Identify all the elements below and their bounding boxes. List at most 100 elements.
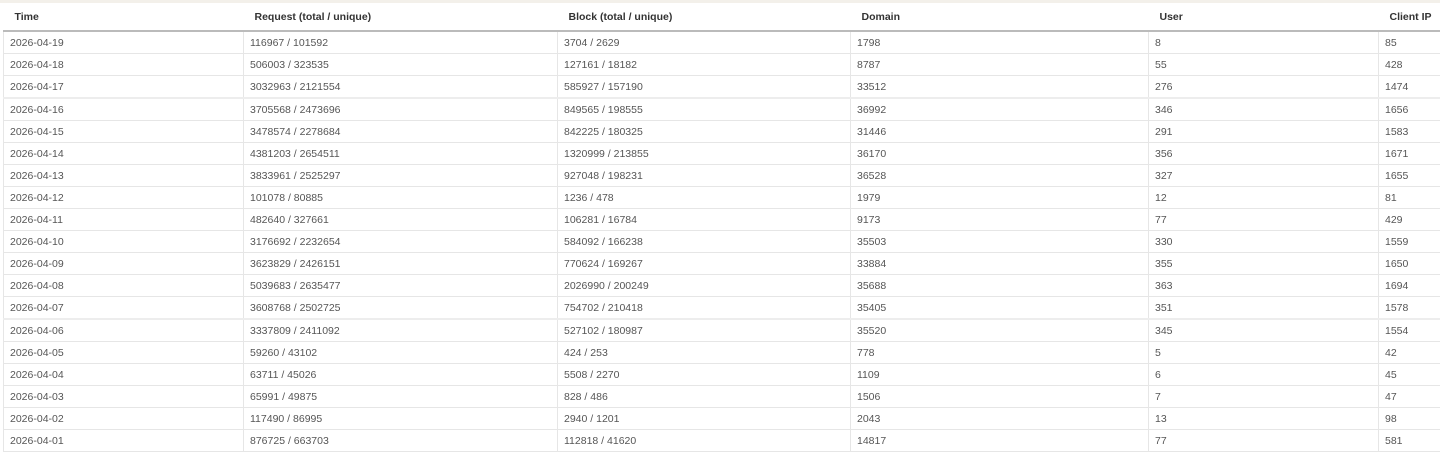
table-row: 2026-04-05 59260 / 43102 424 / 253 778 5 42	[3, 341, 1440, 364]
cell-request: 59260 / 43102	[243, 341, 558, 364]
cell-time: 2026-04-16	[3, 98, 244, 121]
cell-domain: 35503	[850, 230, 1149, 253]
cell-block: 849565 / 198555	[557, 98, 851, 121]
column-header-user[interactable]: User	[1148, 3, 1379, 32]
cell-user: 5	[1148, 341, 1379, 364]
cell-request: 117490 / 86995	[243, 407, 558, 430]
column-header-client-ip[interactable]: Client IP	[1378, 3, 1440, 32]
cell-request: 63711 / 45026	[243, 363, 558, 386]
cell-time: 2026-04-03	[3, 385, 244, 408]
cell-block: 927048 / 198231	[557, 164, 851, 187]
cell-domain: 9173	[850, 208, 1149, 231]
cell-time: 2026-04-06	[3, 319, 244, 342]
table-row: 2026-04-17 3032963 / 2121554 585927 / 1571…	[3, 75, 1440, 99]
cell-domain: 36170	[850, 142, 1149, 165]
table-row: 2026-04-18 506003 / 323535 127161 / 18182 8…	[3, 53, 1440, 76]
cell-domain: 35688	[850, 274, 1149, 297]
cell-request: 3623829 / 2426151	[243, 252, 558, 275]
cell-block: 5508 / 2270	[557, 363, 851, 386]
column-header-domain[interactable]: Domain	[850, 3, 1149, 32]
cell-domain: 1979	[850, 186, 1149, 209]
cell-client-ip: 1694	[1378, 274, 1440, 297]
cell-block: 2940 / 1201	[557, 407, 851, 430]
cell-request: 506003 / 323535	[243, 53, 558, 76]
cell-domain: 14817	[850, 429, 1149, 452]
cell-domain: 35520	[850, 319, 1149, 342]
cell-time: 2026-04-01	[3, 429, 244, 452]
cell-block: 1320999 / 213855	[557, 142, 851, 165]
top-band	[0, 0, 1440, 3]
table-row: 2026-04-19 116967 / 101592 3704 / 2629 1798…	[3, 31, 1440, 54]
cell-time: 2026-04-15	[3, 120, 244, 143]
cell-user: 8	[1148, 31, 1379, 54]
cell-request: 3705568 / 2473696	[243, 98, 558, 121]
cell-time: 2026-04-14	[3, 142, 244, 165]
table-row: 2026-04-02 117490 / 86995 2940 / 1201 2043 1…	[3, 407, 1440, 430]
cell-time: 2026-04-04	[3, 363, 244, 386]
cell-domain: 1109	[850, 363, 1149, 386]
cell-user: 276	[1148, 75, 1379, 99]
cell-request: 116967 / 101592	[243, 31, 558, 54]
cell-request: 3833961 / 2525297	[243, 164, 558, 187]
table-row: 2026-04-06 3337809 / 2411092 527102 / 1809…	[3, 319, 1440, 342]
column-header-request[interactable]: Request (total / unique)	[243, 3, 558, 32]
cell-block: 754702 / 210418	[557, 296, 851, 320]
cell-client-ip: 47	[1378, 385, 1440, 408]
cell-domain: 31446	[850, 120, 1149, 143]
cell-client-ip: 428	[1378, 53, 1440, 76]
cell-block: 2026990 / 200249	[557, 274, 851, 297]
cell-client-ip: 85	[1378, 31, 1440, 54]
cell-user: 346	[1148, 98, 1379, 121]
cell-request: 101078 / 80885	[243, 186, 558, 209]
cell-client-ip: 1583	[1378, 120, 1440, 143]
cell-client-ip: 42	[1378, 341, 1440, 364]
table-body: 2026-04-19 116967 / 101592 3704 / 2629 1798…	[3, 31, 1440, 452]
cell-user: 330	[1148, 230, 1379, 253]
cell-time: 2026-04-07	[3, 296, 244, 320]
cell-user: 77	[1148, 429, 1379, 452]
cell-user: 356	[1148, 142, 1379, 165]
cell-request: 3608768 / 2502725	[243, 296, 558, 320]
cell-time: 2026-04-05	[3, 341, 244, 364]
cell-request: 3337809 / 2411092	[243, 319, 558, 342]
column-header-block[interactable]: Block (total / unique)	[557, 3, 851, 32]
cell-client-ip: 581	[1378, 429, 1440, 452]
cell-user: 351	[1148, 296, 1379, 320]
cell-domain: 33512	[850, 75, 1149, 99]
cell-request: 4381203 / 2654511	[243, 142, 558, 165]
cell-block: 584092 / 166238	[557, 230, 851, 253]
cell-client-ip: 81	[1378, 186, 1440, 209]
cell-block: 770624 / 169267	[557, 252, 851, 275]
cell-user: 345	[1148, 319, 1379, 342]
table-row: 2026-04-08 5039683 / 2635477 2026990 / 200…	[3, 274, 1440, 297]
cell-domain: 1506	[850, 385, 1149, 408]
cell-time: 2026-04-12	[3, 186, 244, 209]
cell-user: 6	[1148, 363, 1379, 386]
cell-domain: 36528	[850, 164, 1149, 187]
cell-request: 65991 / 49875	[243, 385, 558, 408]
cell-request: 5039683 / 2635477	[243, 274, 558, 297]
cell-user: 355	[1148, 252, 1379, 275]
cell-user: 12	[1148, 186, 1379, 209]
cell-domain: 35405	[850, 296, 1149, 320]
cell-request: 3032963 / 2121554	[243, 75, 558, 99]
column-header-time[interactable]: Time	[3, 3, 244, 32]
cell-client-ip: 1554	[1378, 319, 1440, 342]
cell-domain: 778	[850, 341, 1149, 364]
cell-client-ip: 1671	[1378, 142, 1440, 165]
cell-domain: 33884	[850, 252, 1149, 275]
cell-user: 291	[1148, 120, 1379, 143]
cell-client-ip: 1578	[1378, 296, 1440, 320]
table-row: 2026-04-09 3623829 / 2426151 770624 / 1692…	[3, 252, 1440, 275]
cell-block: 3704 / 2629	[557, 31, 851, 54]
cell-client-ip: 1559	[1378, 230, 1440, 253]
table-row: 2026-04-15 3478574 / 2278684 842225 / 1803…	[3, 120, 1440, 143]
cell-block: 424 / 253	[557, 341, 851, 364]
table-row: 2026-04-12 101078 / 80885 1236 / 478 1979 12…	[3, 186, 1440, 209]
cell-block: 828 / 486	[557, 385, 851, 408]
cell-client-ip: 1655	[1378, 164, 1440, 187]
cell-time: 2026-04-02	[3, 407, 244, 430]
cell-client-ip: 1474	[1378, 75, 1440, 99]
cell-domain: 8787	[850, 53, 1149, 76]
cell-client-ip: 45	[1378, 363, 1440, 386]
